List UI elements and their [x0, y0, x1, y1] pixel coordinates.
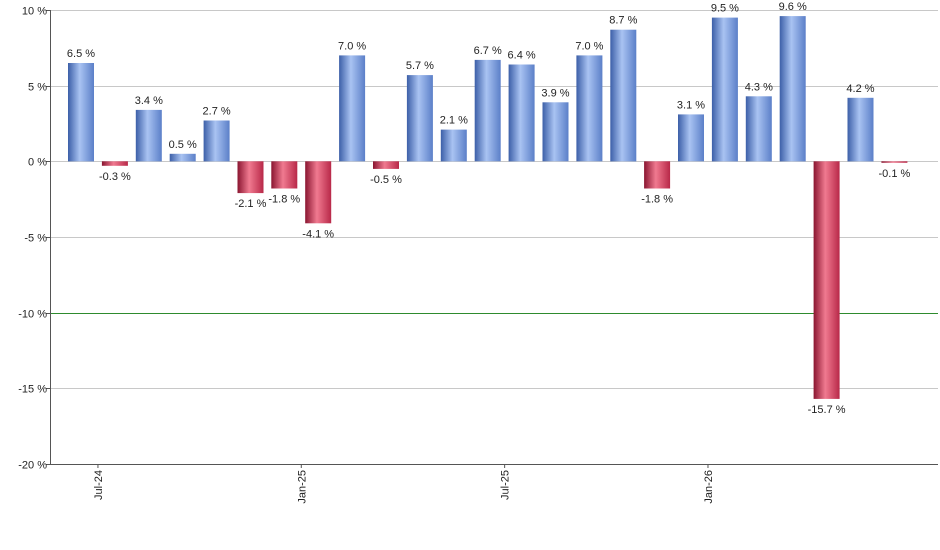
bar-apr-25 [406, 75, 433, 162]
data-label: 3.4 % [135, 95, 163, 107]
data-label: 7.0 % [575, 40, 603, 52]
data-label: 4.3 % [745, 81, 773, 93]
data-label: 9.6 % [779, 1, 807, 13]
bar-jun-26 [881, 161, 908, 163]
data-label: 2.1 % [440, 115, 468, 127]
data-label: -0.5 % [370, 174, 402, 186]
bar-mar-25 [373, 161, 399, 169]
bar-apr-26 [813, 161, 840, 399]
axes [46, 10, 938, 468]
data-label: -15.7 % [808, 404, 846, 416]
data-label: 7.0 % [338, 40, 366, 52]
x-tick-label: Jan-25 [296, 470, 308, 504]
data-label: 5.7 % [406, 60, 434, 72]
bar-feb-25 [339, 55, 366, 162]
x-tick-label: Jul-24 [93, 470, 105, 500]
data-label: -2.1 % [235, 198, 267, 210]
data-label: -4.1 % [302, 228, 334, 240]
data-label: 2.7 % [203, 106, 231, 118]
data-label: 6.7 % [474, 45, 502, 57]
bar-nov-24 [237, 161, 264, 194]
bar-dec-24 [271, 161, 298, 189]
bar-jun-24 [68, 63, 94, 162]
bar-nov-25 [644, 161, 671, 189]
y-tick-label: 10 % [22, 6, 47, 18]
y-tick-label: 5 % [28, 82, 47, 94]
bar-aug-24 [135, 109, 162, 162]
bar-oct-25 [610, 29, 637, 162]
bars [68, 16, 908, 399]
data-label: -0.1 % [879, 168, 911, 180]
y-tick-label: -5 % [24, 233, 47, 245]
bar-may-25 [440, 129, 467, 162]
bar-jul-24 [101, 161, 128, 166]
bar-sep-24 [169, 153, 196, 162]
data-label: 3.9 % [541, 87, 569, 99]
bar-may-26 [847, 97, 874, 162]
data-label: -0.3 % [99, 171, 131, 183]
bar-jul-25 [508, 64, 535, 162]
bar-jan-26 [711, 17, 738, 162]
data-label: 8.7 % [609, 15, 637, 27]
bar-mar-26 [779, 16, 806, 162]
y-tick-label: -10 % [18, 309, 47, 321]
data-label: 6.5 % [67, 48, 95, 60]
data-label: -1.8 % [641, 194, 673, 206]
bar-jan-25 [305, 161, 332, 224]
bar-sep-25 [576, 55, 603, 162]
data-label: 0.5 % [169, 139, 197, 151]
y-tick-label: -20 % [18, 460, 47, 472]
y-tick-label: -15 % [18, 384, 47, 396]
labels: -20 % -15 % -10 % -5 % 0 % 5 % 10 % 6.5 % -0.3 %… [18, 1, 910, 504]
x-tick-label: Jan-26 [703, 470, 715, 504]
x-tick-label: Jul-25 [500, 470, 512, 500]
data-label: 9.5 % [711, 3, 739, 15]
bar-feb-26 [745, 96, 772, 162]
data-label: 4.2 % [846, 83, 874, 95]
bar-dec-25 [678, 114, 704, 162]
bar-oct-24 [203, 120, 230, 162]
bar-aug-25 [542, 102, 569, 162]
data-label: -1.8 % [268, 194, 300, 206]
data-label: 3.1 % [677, 99, 705, 111]
bar-jun-25 [474, 59, 501, 162]
data-label: 6.4 % [508, 50, 536, 62]
y-tick-label: 0 % [28, 157, 47, 169]
